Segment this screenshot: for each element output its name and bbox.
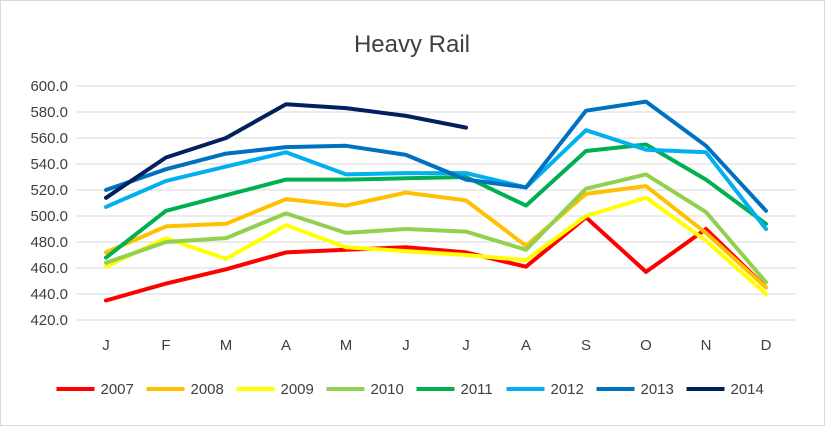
legend-label: 2011 <box>461 381 493 398</box>
x-tick-label: N <box>701 337 712 354</box>
legend: 2007 2008 2009 2010 2011 2012 2013 2014 <box>56 381 764 398</box>
y-tick-label: 420.0 <box>30 312 68 329</box>
y-tick-label: 540.0 <box>30 156 68 173</box>
series-line-2013 <box>104 99 768 213</box>
legend-label: 2009 <box>281 381 314 398</box>
y-tick-label: 440.0 <box>30 286 68 303</box>
y-axis-ticks: 420.0 440.0 460.0 480.0 500.0 520.0 540.0 560.0… <box>30 78 68 329</box>
series-line-2008 <box>104 184 768 290</box>
x-tick-label: M <box>220 337 233 354</box>
x-tick-label: J <box>102 337 110 354</box>
x-tick-label: A <box>521 337 531 354</box>
series-line-2014 <box>104 102 468 200</box>
legend-label: 2014 <box>731 381 764 398</box>
y-tick-label: 560.0 <box>30 130 68 147</box>
x-tick-label: M <box>340 337 353 354</box>
series-lines <box>104 99 768 303</box>
x-tick-label: F <box>161 337 170 354</box>
x-tick-label: D <box>761 337 772 354</box>
legend-label: 2010 <box>371 381 404 398</box>
x-tick-label: S <box>581 337 591 354</box>
series-line-2010 <box>104 172 768 285</box>
x-tick-label: J <box>462 337 470 354</box>
x-tick-label: A <box>281 337 291 354</box>
chart-title: Heavy Rail <box>354 31 470 58</box>
y-tick-label: 580.0 <box>30 104 68 121</box>
y-tick-label: 460.0 <box>30 260 68 277</box>
series-line-2012 <box>104 128 768 231</box>
legend-label: 2012 <box>551 381 584 398</box>
series-line-2009 <box>104 195 768 296</box>
y-tick-label: 500.0 <box>30 208 68 225</box>
y-tick-label: 480.0 <box>30 234 68 251</box>
legend-label: 2007 <box>101 381 134 398</box>
series-line-2007 <box>104 215 768 303</box>
x-tick-label: O <box>640 337 652 354</box>
legend-label: 2008 <box>191 381 224 398</box>
legend-label: 2013 <box>641 381 674 398</box>
y-tick-label: 520.0 <box>30 182 68 199</box>
x-tick-label: J <box>402 337 410 354</box>
y-tick-label: 600.0 <box>30 78 68 95</box>
